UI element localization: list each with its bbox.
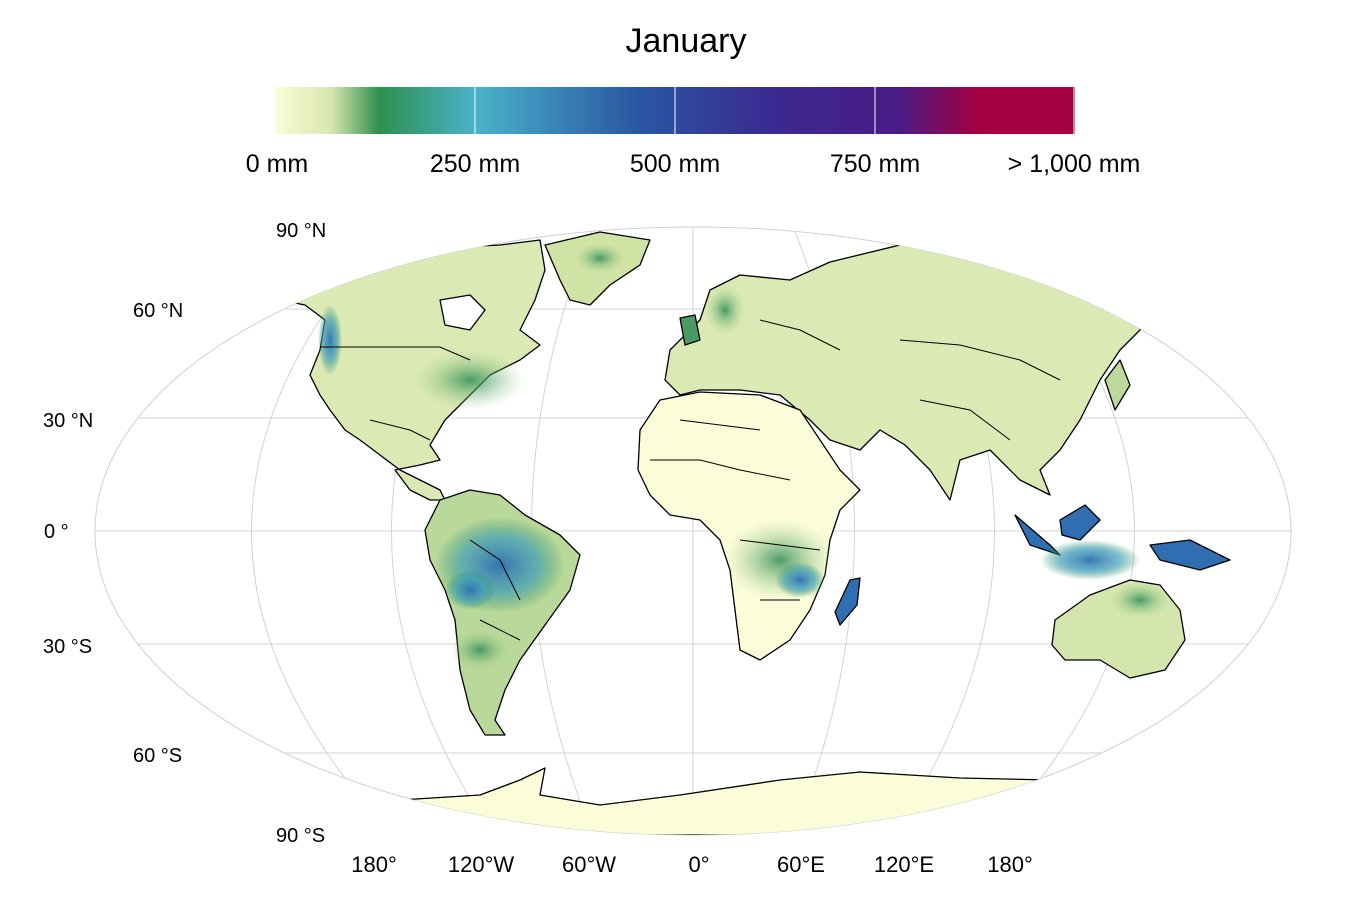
lat-label-60n: 60 °N — [133, 300, 184, 322]
colorbar-tick-0: 0 mm — [245, 150, 309, 178]
lon-label-120e: 120°E — [873, 852, 935, 877]
lat-label-30n: 30 °N — [43, 410, 94, 432]
british-isles — [679, 314, 701, 346]
new-guinea — [1149, 539, 1231, 571]
lon-label-180w: 180° — [351, 852, 397, 877]
colorbar-tick-250: 250 mm — [429, 150, 521, 178]
lat-label-60s: 60 °S — [133, 745, 183, 767]
colorbar-tick-500: 500 mm — [629, 150, 721, 178]
lat-label-0: 0 ° — [44, 521, 69, 543]
lon-label-60w: 60°W — [561, 852, 617, 877]
hudson-bay — [439, 294, 486, 331]
lat-label-30s: 30 °S — [43, 636, 93, 658]
madagascar — [834, 577, 861, 626]
lat-label-90s: 90 °S — [276, 825, 326, 847]
lat-label-90n: 90 °N — [276, 220, 327, 242]
colorbar-tick-750: 750 mm — [829, 150, 921, 178]
lon-label-60e: 60°E — [777, 852, 825, 877]
eurasia — [664, 244, 1161, 501]
country-borders — [320, 319, 1061, 641]
precipitation-shading — [318, 243, 1170, 670]
lon-label-180e: 180° — [987, 852, 1033, 877]
lon-label-0: 0° — [688, 852, 710, 877]
colorbar-tick-1000: > 1,000 mm — [1007, 150, 1141, 178]
lon-label-120w: 120°W — [447, 852, 515, 877]
map-title: January — [625, 22, 747, 60]
japan — [1104, 359, 1131, 411]
precipitation-colorbar — [275, 87, 1075, 134]
borneo — [1059, 504, 1101, 541]
